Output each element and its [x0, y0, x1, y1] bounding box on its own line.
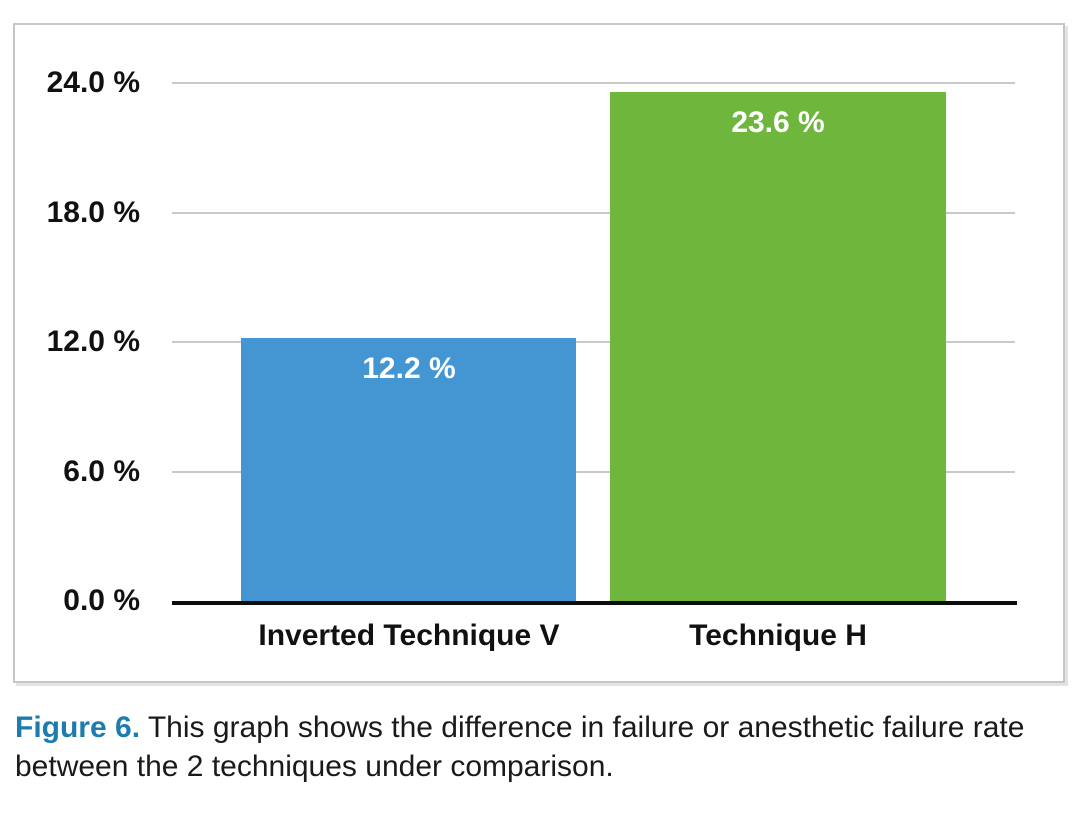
category-label: Inverted Technique V — [258, 619, 560, 652]
gridline — [172, 82, 1015, 84]
y-tick-label: 12.0 % — [46, 325, 140, 358]
y-tick-label: 6.0 % — [63, 454, 140, 488]
plot-area: 24.0 % 18.0 % 12.0 % 6.0 % 0.0 % 12.2 % Invert… — [47, 66, 1017, 652]
gridline — [172, 470, 1015, 473]
y-tick-label: 24.0 % — [46, 66, 140, 99]
bar: 23.6 % — [610, 91, 946, 601]
x-axis-line — [172, 601, 1017, 605]
bar-value-label: 12.2 % — [362, 351, 456, 385]
gridline — [172, 341, 1015, 343]
y-tick-label: 18.0 % — [46, 195, 140, 229]
figure-caption: Figure 6. This graph shows the differenc… — [15, 708, 1035, 786]
gridline — [172, 211, 1015, 214]
figure-caption-label: Figure 6. — [15, 711, 141, 744]
y-tick-label: 0.0 % — [63, 584, 140, 617]
figure-caption-text: This graph shows the difference in failu… — [15, 711, 1025, 783]
chart-container: 24.0 % 18.0 % 12.0 % 6.0 % 0.0 % 12.2 % Invert… — [13, 23, 1065, 683]
category-label: Technique H — [689, 619, 867, 652]
bar-value-label: 23.6 % — [731, 105, 825, 139]
bar: 12.2 % — [241, 337, 577, 601]
